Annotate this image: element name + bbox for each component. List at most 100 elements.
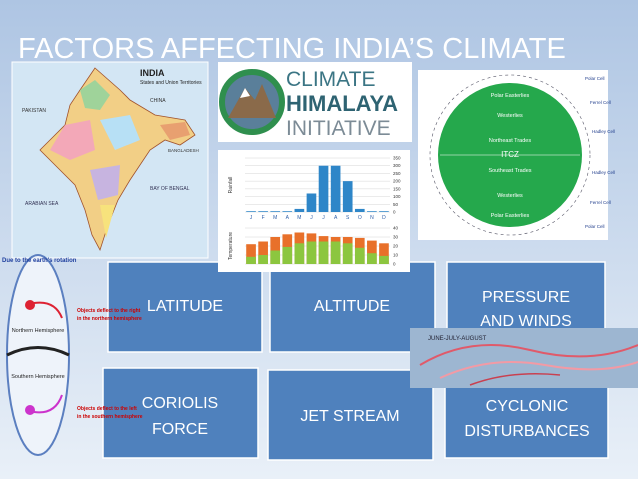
temp-min-bar — [330, 241, 341, 264]
month-label: M — [297, 215, 301, 221]
temp-min-bar — [354, 247, 365, 264]
logo: CLIMATE HIMALAYA INITIATIVE — [218, 62, 412, 142]
tile-label: FORCE — [152, 421, 208, 438]
band-label: Westerlies — [497, 113, 523, 119]
y-tick-label: 0 — [393, 210, 396, 215]
y-tick-label: 20 — [393, 244, 399, 249]
y-tick-label: 350 — [393, 156, 401, 161]
rainfall-bar — [270, 211, 281, 212]
band-label: Southeast Trades — [488, 168, 531, 174]
tile: LATITUDE — [107, 261, 263, 353]
axis-label: Temperature — [228, 232, 234, 260]
logo-text: INITIATIVE — [286, 117, 391, 140]
band-label: Northeast Trades — [489, 138, 531, 144]
y-tick-label: 300 — [393, 163, 401, 168]
rainfall-bar — [342, 181, 353, 212]
cell-label: Hadley Cell — [592, 170, 615, 175]
map-label: PAKISTAN — [22, 108, 46, 114]
india-map: INDIA States and Union Territories PAKIS… — [11, 61, 209, 259]
month-label: J — [322, 215, 325, 221]
month-label: O — [358, 215, 362, 221]
map-subtitle: States and Union Territories — [140, 80, 202, 86]
rainfall-bar — [318, 165, 329, 212]
month-label: A — [334, 215, 338, 221]
y-tick-label: 50 — [393, 202, 399, 207]
y-tick-label: 250 — [393, 171, 401, 176]
rainfall-bar — [367, 211, 377, 212]
y-tick-label: 10 — [393, 253, 399, 258]
month-label: F — [262, 215, 265, 221]
band-label: Polar Easterlies — [491, 213, 530, 219]
temp-min-bar — [270, 250, 281, 264]
y-tick-label: 40 — [393, 226, 399, 231]
map-label: JUNE-JULY-AUGUST — [428, 336, 487, 342]
y-tick-label: 30 — [393, 235, 399, 240]
map-label: CHINA — [150, 98, 166, 104]
tile-label: LATITUDE — [147, 298, 223, 315]
month-label: A — [286, 215, 290, 221]
note: Objects deflect to the right — [77, 308, 141, 314]
note: in the southern hemisphere — [77, 414, 143, 420]
temp-min-bar — [318, 241, 329, 264]
cell-label: Ferrel Cell — [590, 200, 611, 205]
temp-min-bar — [379, 255, 389, 264]
cell-label: Polar Cell — [585, 224, 605, 229]
jet-stream-map: JUNE-JULY-AUGUST — [410, 328, 638, 388]
band-label: Westerlies — [497, 193, 523, 199]
axis-label: Rainfall — [228, 177, 234, 194]
temp-min-bar — [246, 256, 256, 264]
rainfall-bar — [330, 165, 341, 212]
temp-min-bar — [282, 246, 293, 264]
rainfall-bar — [379, 211, 389, 212]
wind-diagram: Polar Easterlies Westerlies Northeast Tr… — [418, 70, 615, 240]
temp-max-bar — [258, 241, 268, 264]
tile-label: AND WINDS — [480, 313, 572, 330]
cell-label: Polar Cell — [585, 76, 605, 81]
temp-max-bar — [379, 243, 389, 264]
temp-min-bar — [342, 243, 353, 264]
logo-text: CLIMATE — [286, 68, 375, 91]
band-label: Polar Easterlies — [491, 93, 530, 99]
temp-max-bar — [367, 240, 377, 264]
temp-max-bar — [246, 244, 256, 264]
coriolis-heading: Due to the earth's rotation — [2, 258, 77, 264]
tile-label: CYCLONIC — [486, 398, 569, 415]
rainfall-bar — [282, 211, 293, 212]
month-label: J — [250, 215, 253, 221]
band-label: ITCZ — [501, 150, 519, 159]
cell-label: Ferrel Cell — [590, 100, 611, 105]
tile-label: ALTITUDE — [314, 298, 390, 315]
map-label: BAY OF BENGAL — [150, 186, 190, 192]
month-label: J — [310, 215, 313, 221]
y-tick-label: 200 — [393, 179, 401, 184]
rainfall-bar — [258, 211, 268, 212]
tile: JET STREAM — [267, 369, 434, 461]
tile: CORIOLIS FORCE — [102, 367, 259, 459]
temp-min-bar — [306, 241, 317, 264]
tile-label: DISTURBANCES — [464, 423, 589, 440]
hemisphere-label: Southern Hemisphere — [11, 374, 65, 380]
month-label: M — [273, 215, 277, 221]
tile-label: JET STREAM — [300, 408, 399, 425]
rainfall-bar — [306, 193, 317, 212]
temp-min-bar — [258, 255, 268, 264]
note: in the northern hemisphere — [77, 316, 142, 322]
y-tick-label: 150 — [393, 186, 401, 191]
temp-min-bar — [367, 253, 377, 264]
note: Objects deflect to the left — [77, 406, 137, 412]
cell-label: Hadley Cell — [592, 129, 615, 134]
logo-text: HIMALAYA — [286, 91, 398, 116]
month-label: N — [370, 215, 374, 221]
map-label: ARABIAN SEA — [25, 201, 59, 207]
month-label: S — [346, 215, 350, 221]
month-label: D — [382, 215, 386, 221]
temp-min-bar — [294, 243, 305, 264]
rainfall-bar — [354, 208, 365, 212]
tile-label: PRESSURE — [482, 289, 570, 306]
rainfall-bar — [294, 208, 305, 212]
slide-title: FACTORS AFFECTING INDIA’S CLIMATE — [18, 33, 566, 65]
climate-chart: Rainfall Temperature 0 50 100 150 200 250 300 3… — [218, 150, 410, 272]
y-tick-label: 100 — [393, 194, 401, 199]
